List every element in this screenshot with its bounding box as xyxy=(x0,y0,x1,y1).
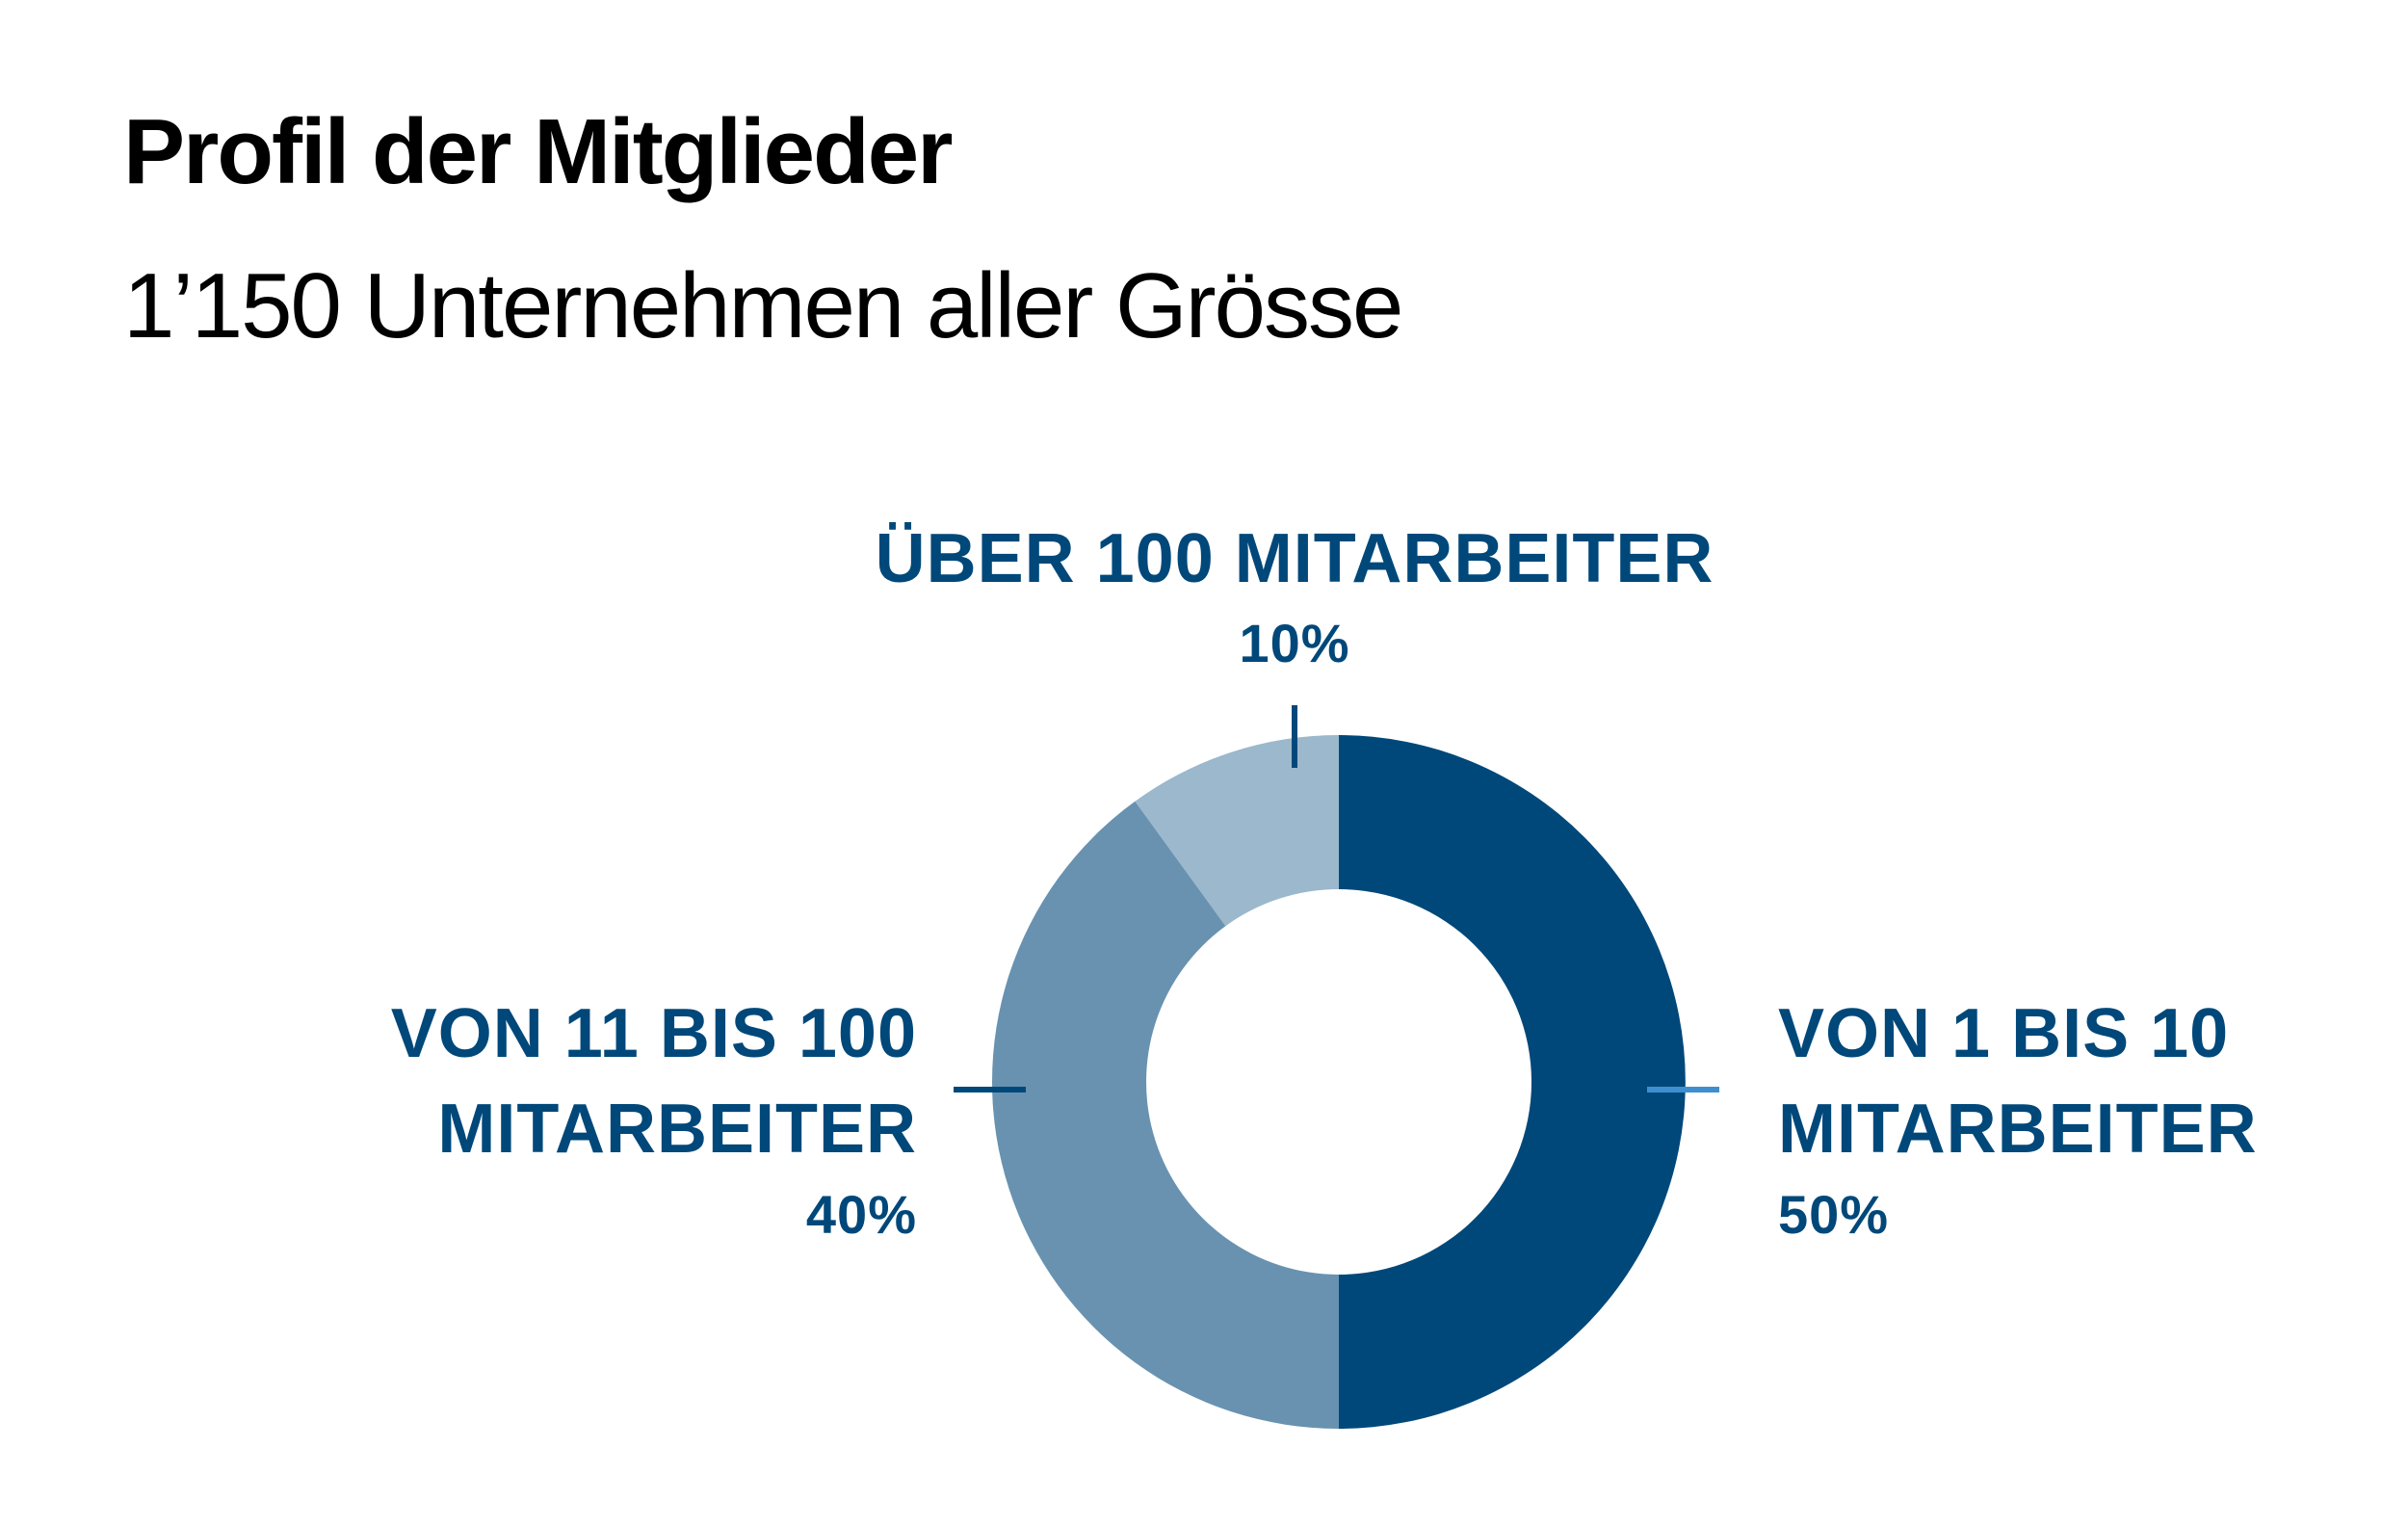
donut-slice-1-10 xyxy=(1339,735,1686,1429)
slice-label-1-10-line2: MITARBEITER xyxy=(1778,1091,2258,1168)
slice-percent-100-plus: 10% xyxy=(1239,613,1350,673)
chart-subtitle: 1’150 Unternehmen aller Grösse xyxy=(123,254,1403,357)
donut-slice-100-plus xyxy=(1135,735,1339,927)
slice-percent-11-100: 40% xyxy=(805,1184,917,1245)
chart-title: Profil der Mitglieder xyxy=(123,100,953,203)
donut-slices xyxy=(992,735,1686,1429)
slice-label-11-100-line1: VON 11 BIS 100 xyxy=(390,995,917,1072)
slice-label-1-10-line1: VON 1 BIS 10 xyxy=(1778,995,2230,1072)
donut-slice-11-100 xyxy=(992,801,1339,1429)
slice-label-11-100-line2: MITARBEITER xyxy=(437,1091,917,1168)
leader-lines xyxy=(954,705,1719,1093)
slice-label-100-plus-text: ÜBER 100 MITARBEITER xyxy=(875,520,1714,597)
slice-percent-1-10: 50% xyxy=(1778,1184,1890,1245)
